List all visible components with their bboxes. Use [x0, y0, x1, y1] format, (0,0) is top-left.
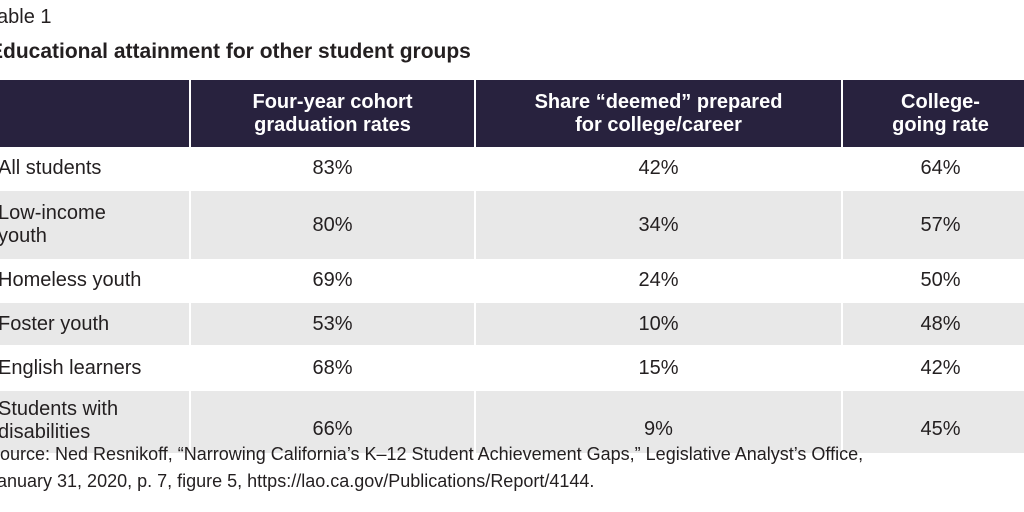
header-line: Four-year cohort [252, 90, 413, 113]
group-cell: Low-income youth [0, 189, 190, 259]
source-line: January 31, 2020, p. 7, figure 5, https:… [0, 471, 595, 491]
graduation-cell: 69% [189, 259, 475, 302]
table-row: Students with disabilities 66% 9% 45% [0, 389, 1024, 453]
table-row: Homeless youth 69% 24% 50% [0, 259, 1024, 302]
attainment-table: Four-year cohort graduation rates Share “… [0, 80, 1024, 453]
prepared-cell: 34% [474, 189, 842, 259]
header-graduation: Four-year cohort graduation rates [189, 80, 475, 147]
group-text: Students with disabilities [0, 398, 119, 439]
header-line: College- [901, 90, 980, 113]
table-row: All students 83% 42% 64% [0, 147, 1024, 190]
college-going-cell: 50% [841, 259, 1024, 302]
group-cell: English learners [0, 345, 190, 390]
header-prepared: Share “deemed” prepared for college/caree… [474, 80, 842, 147]
college-going-cell: 48% [841, 301, 1024, 346]
table-row: Low-income youth 80% 34% 57% [0, 189, 1024, 259]
group-cell: Homeless youth [0, 268, 142, 291]
table-label: Table 1 [0, 6, 52, 28]
prepared-cell: 15% [474, 345, 842, 390]
prepared-cell: 24% [474, 259, 842, 302]
header-line: Share “deemed” prepared [534, 90, 783, 113]
college-going-cell: 57% [841, 189, 1024, 259]
table-row: English learners 68% 15% 42% [0, 345, 1024, 390]
header-line: going rate [892, 113, 989, 136]
graduation-cell: 83% [189, 147, 475, 190]
prepared-cell: 10% [474, 301, 842, 346]
graduation-cell: 68% [189, 345, 475, 390]
header-line: graduation rates [254, 113, 411, 136]
table-title: Educational attainment for other student… [0, 40, 471, 63]
group-cell: Students with disabilities [0, 389, 190, 453]
graduation-cell: 66% [189, 389, 475, 453]
prepared-cell: 42% [474, 147, 842, 190]
header-row: Four-year cohort graduation rates Share “… [0, 80, 1024, 147]
college-going-cell: 45% [841, 389, 1024, 453]
group-cell: Foster youth [0, 301, 190, 346]
college-going-cell: 64% [841, 147, 1024, 190]
source-line: Source: Ned Resnikoff, “Narrowing Califo… [0, 444, 864, 464]
group-text: Low-income youth [0, 202, 106, 247]
graduation-cell: 80% [189, 189, 475, 259]
header-group [0, 80, 190, 147]
college-going-cell: 42% [841, 345, 1024, 390]
header-line: for college/career [575, 113, 742, 136]
table-row: Foster youth 53% 10% 48% [0, 301, 1024, 346]
source-note: Source: Ned Resnikoff, “Narrowing Califo… [0, 441, 1024, 495]
graduation-cell: 53% [189, 301, 475, 346]
group-cell: All students [0, 156, 102, 179]
prepared-cell: 9% [474, 389, 842, 453]
header-college-going: College-going rate [841, 80, 1024, 147]
